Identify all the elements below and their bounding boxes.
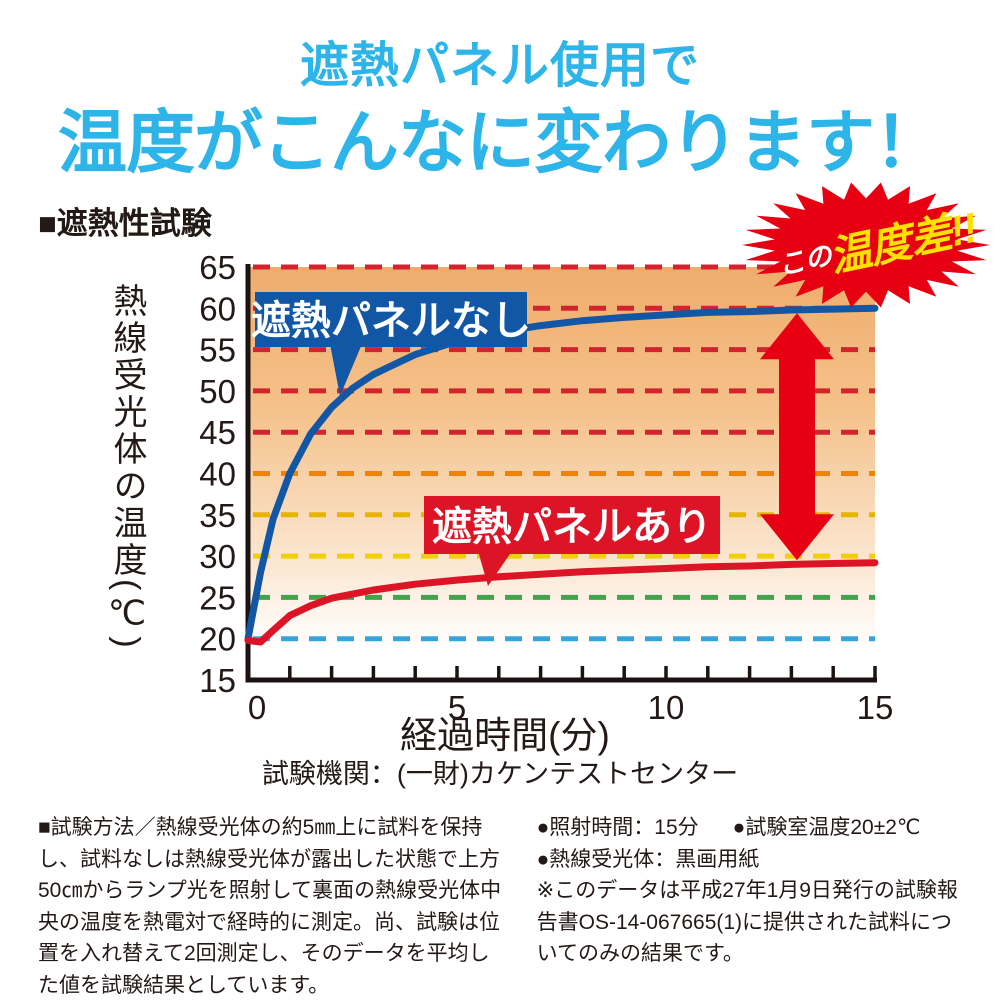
x-tick-label: 10 bbox=[648, 689, 685, 726]
y-tick-label: 60 bbox=[199, 290, 236, 327]
room-temperature: ●試験室温度20±2℃ bbox=[733, 812, 921, 844]
y-tick-label: 20 bbox=[199, 621, 236, 658]
y-tick-label: 45 bbox=[199, 414, 236, 451]
y-tick-label: 55 bbox=[199, 332, 236, 369]
test-conditions: ●照射時間：15分 ●試験室温度20±2℃ ●熱線受光体：黒画用紙 ※このデータ… bbox=[537, 812, 968, 1000]
y-tick-label: 50 bbox=[199, 373, 236, 410]
series-label-with-panel-text: 遮熱パネルあり bbox=[432, 505, 712, 549]
heat-receiver: ●熱線受光体：黒画用紙 bbox=[537, 844, 968, 876]
irradiation-time: ●照射時間：15分 bbox=[537, 812, 699, 844]
x-tick-label: 15 bbox=[857, 689, 894, 726]
footer-notes: ■試験方法／熱線受光体の約5㎜上に試料を保持し、試料なしは熱線受光体が露出した状… bbox=[38, 812, 968, 1000]
test-institution-caption: 試験機関：(一財)カケンテストセンター bbox=[0, 752, 1000, 791]
y-tick-label: 30 bbox=[199, 538, 236, 575]
y-tick-label: 35 bbox=[199, 497, 236, 534]
y-tick-label: 15 bbox=[199, 662, 236, 699]
x-axis-title: 経過時間(分) bbox=[400, 715, 610, 756]
report-note: ※このデータは平成27年1月9日発行の試験報告書OS-14-067665(1)に… bbox=[537, 875, 968, 970]
conditions-row: ●照射時間：15分 ●試験室温度20±2℃ bbox=[537, 812, 968, 844]
y-tick-label: 25 bbox=[199, 579, 236, 616]
y-tick-label: 40 bbox=[199, 456, 236, 493]
y-tick-label: 65 bbox=[199, 249, 236, 286]
x-tick-label: 0 bbox=[248, 689, 266, 726]
series-label-no-panel-text: 遮熱パネルなし bbox=[251, 299, 531, 343]
test-method-text: ■試験方法／熱線受光体の約5㎜上に試料を保持し、試料なしは熱線受光体が露出した状… bbox=[38, 812, 507, 1000]
title-line-2: 温度がこんなに変わります！ bbox=[0, 86, 1000, 186]
y-axis-title: 熱線受光体の温度(℃) bbox=[103, 283, 152, 663]
infographic-page: 遮熱パネル使用で 温度がこんなに変わります！ ■遮熱性試験 6560555045… bbox=[0, 0, 1000, 1000]
